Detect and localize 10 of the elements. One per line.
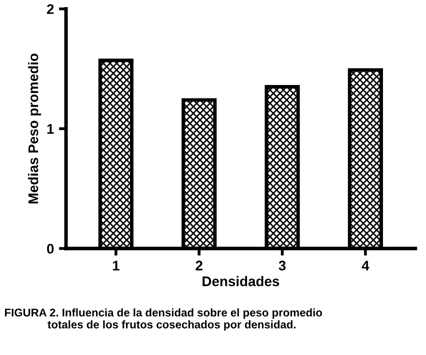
y-tick-label: 2 bbox=[46, 4, 54, 14]
y-axis-title: Medias Peso promedio bbox=[28, 54, 41, 204]
x-axis-title: Densidades bbox=[202, 276, 280, 286]
x-tick-label: 1 bbox=[112, 260, 120, 270]
text: FIGURA 2. Influencia de la densidad sobre el peso promedio totales de los frutos cosechados por densidad. bbox=[5, 308, 322, 331]
y-tick-label: 1 bbox=[47, 124, 54, 134]
x-tick-label: 3 bbox=[278, 260, 286, 271]
x-tick-label: 4 bbox=[362, 260, 370, 270]
y-tick-label: 0 bbox=[47, 244, 54, 254]
x-tick-label: 2 bbox=[196, 260, 202, 270]
